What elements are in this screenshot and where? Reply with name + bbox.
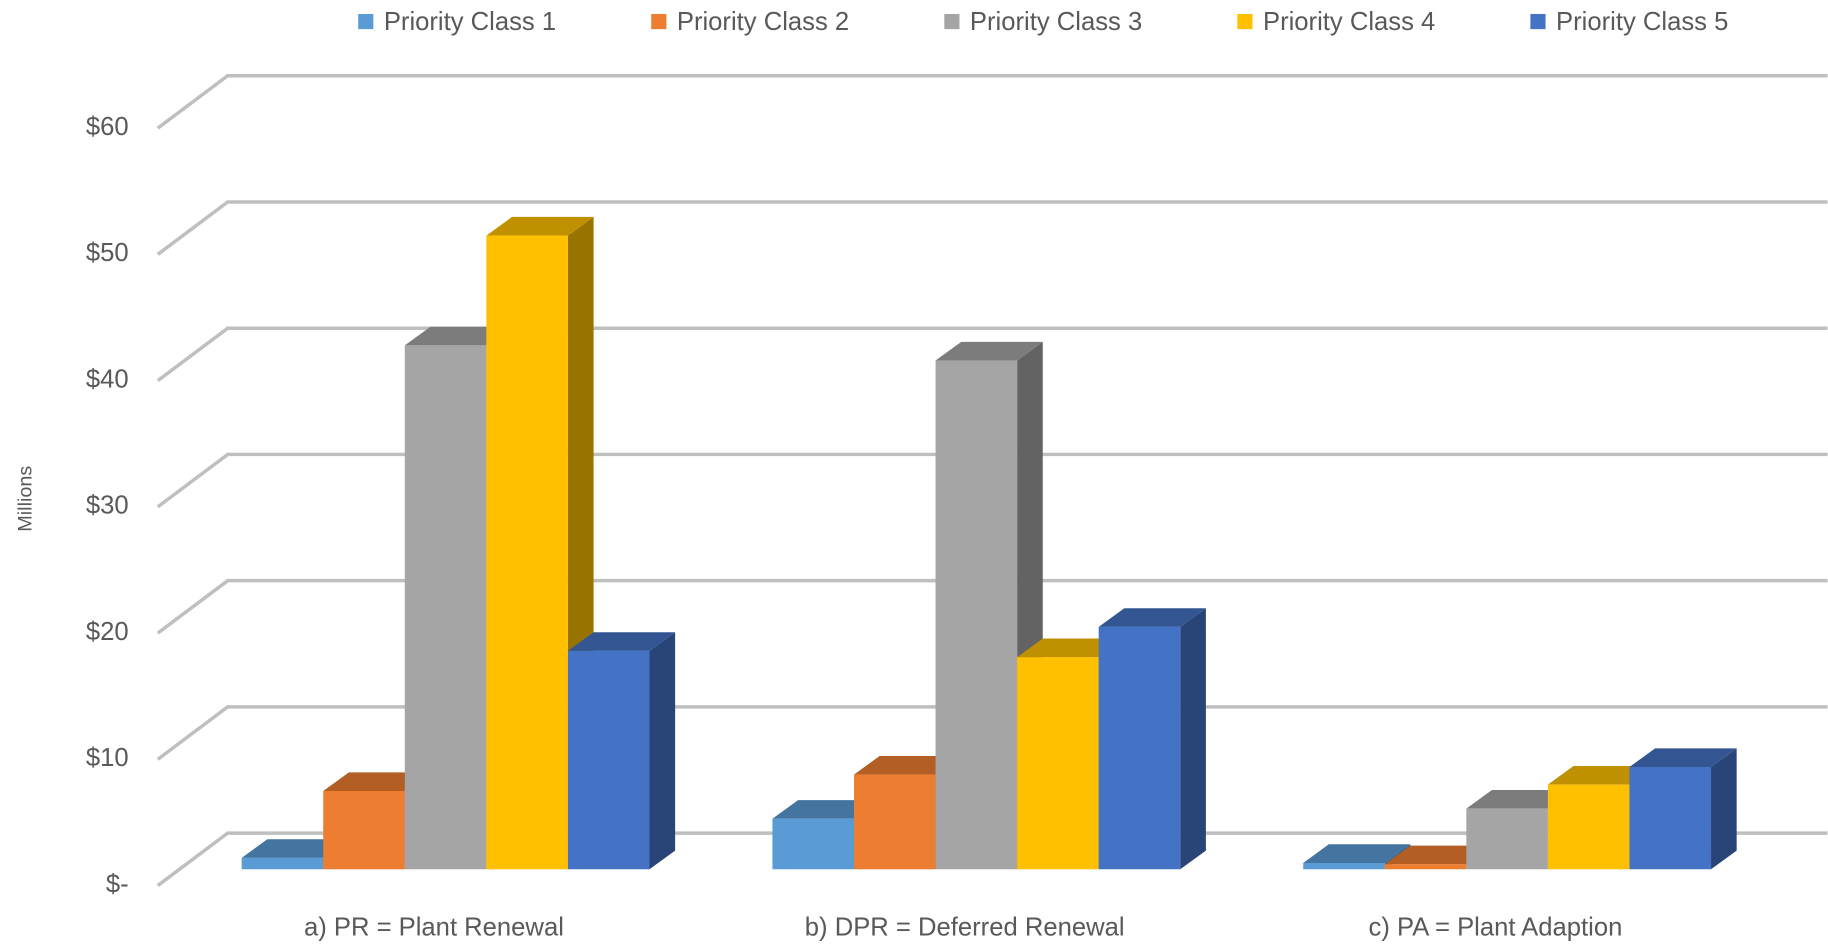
legend-label: Priority Class 5 xyxy=(1556,8,1728,36)
bar-side xyxy=(1711,748,1737,870)
bar-front xyxy=(241,857,324,870)
bar-front xyxy=(935,360,1018,870)
bar xyxy=(1629,748,1737,870)
bar-top xyxy=(1466,790,1574,809)
bar-top xyxy=(1303,844,1411,863)
y-tick-label: $30 xyxy=(86,492,129,520)
bar-front xyxy=(1547,784,1630,870)
bar-top xyxy=(323,772,431,791)
legend-label: Priority Class 3 xyxy=(970,8,1142,36)
bar-top xyxy=(853,755,962,775)
legend-swatch xyxy=(358,13,374,30)
y-tick-label: $50 xyxy=(86,239,129,267)
bar-front xyxy=(1017,657,1099,870)
bar-top xyxy=(1384,845,1492,865)
bar-side xyxy=(649,632,676,870)
bar-top xyxy=(567,632,676,651)
bar-top xyxy=(935,341,1043,361)
bar-top xyxy=(1017,638,1125,658)
bar-top xyxy=(1547,766,1656,785)
bar-front xyxy=(323,790,405,870)
x-tick-label: b) DPR = Deferred Renewal xyxy=(805,913,1125,941)
bar-front xyxy=(1098,626,1181,870)
y-tick-label: $20 xyxy=(86,618,129,646)
y-tick-label: $10 xyxy=(86,744,129,772)
bar-top xyxy=(404,326,512,346)
legend-swatch xyxy=(944,13,960,30)
y-tick-label: $60 xyxy=(86,113,129,141)
grid-line xyxy=(156,326,1828,383)
grid-line xyxy=(156,578,1828,635)
x-tick-label: c) PA = Plant Adaption xyxy=(1369,913,1623,941)
bar-front xyxy=(1629,767,1712,870)
grid-line xyxy=(156,200,1828,256)
legend-swatch xyxy=(1237,13,1253,30)
bar-front xyxy=(1303,862,1385,870)
y-tick-label: $- xyxy=(106,870,129,898)
x-tick-label: a) PR = Plant Renewal xyxy=(304,913,564,941)
legend-swatch xyxy=(1530,13,1546,30)
bar-side xyxy=(1180,608,1206,870)
bar-front xyxy=(486,235,568,870)
bar-front xyxy=(1466,808,1548,870)
grid-line xyxy=(156,73,1828,130)
bar-top xyxy=(486,216,594,236)
y-axis-title: Millions xyxy=(14,466,36,532)
grid-line xyxy=(156,831,1828,887)
grid-line xyxy=(156,705,1828,761)
bar-front xyxy=(853,774,936,870)
legend-swatch xyxy=(651,13,667,30)
bar-top xyxy=(241,839,349,858)
bar-top xyxy=(772,800,880,819)
y-tick-label: $40 xyxy=(86,365,129,393)
bar-top xyxy=(1629,748,1737,768)
legend-label: Priority Class 2 xyxy=(677,8,849,36)
grid-line xyxy=(156,452,1828,509)
bar xyxy=(567,632,676,870)
legend-label: Priority Class 1 xyxy=(384,8,556,36)
bar-front xyxy=(1384,864,1467,870)
legend-label: Priority Class 4 xyxy=(1263,8,1435,36)
bar-front xyxy=(404,345,487,870)
bar-top xyxy=(1098,608,1206,627)
bar-front xyxy=(772,818,854,870)
bar-front xyxy=(567,650,650,870)
bar xyxy=(1098,608,1206,870)
